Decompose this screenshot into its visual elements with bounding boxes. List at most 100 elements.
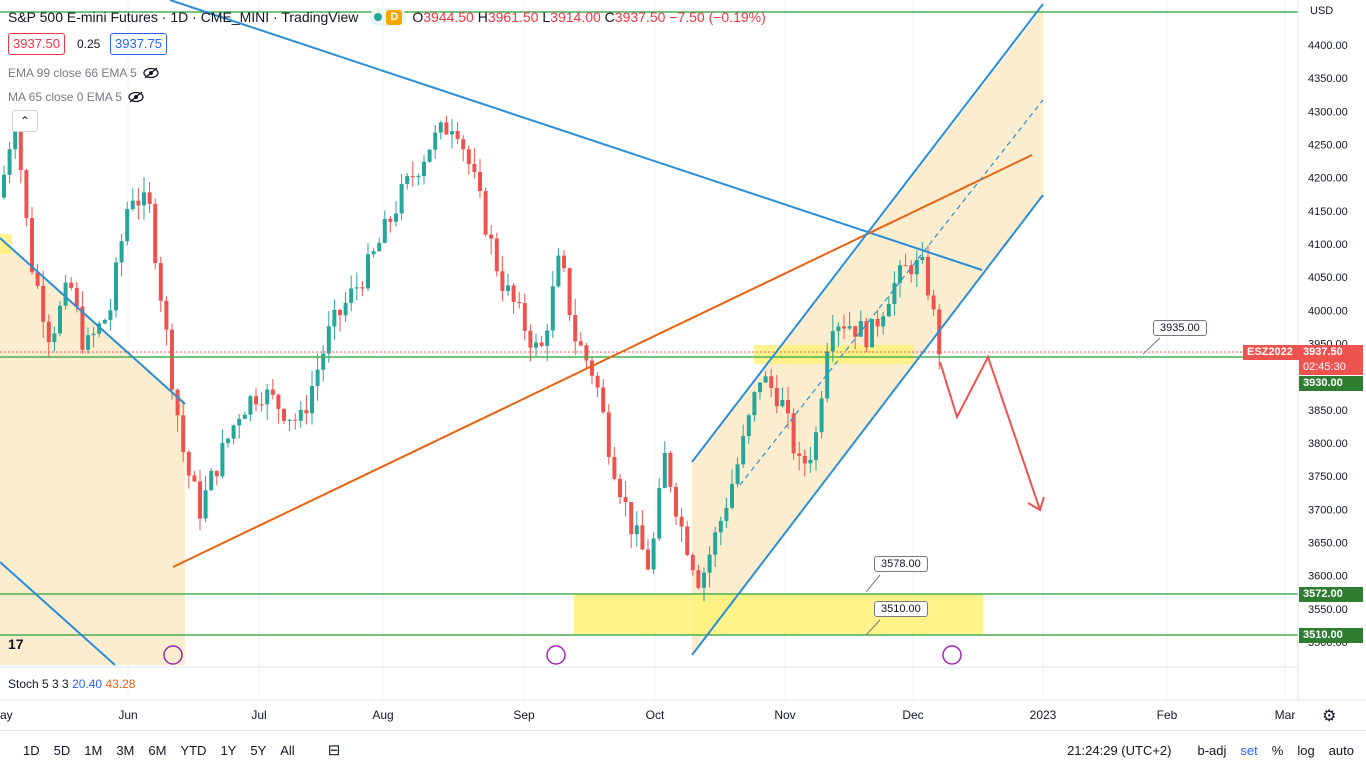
candle-body	[640, 525, 645, 550]
candle-body	[270, 389, 275, 395]
candle-body	[500, 271, 505, 291]
candle-body	[903, 265, 908, 267]
candle-body	[926, 256, 930, 296]
candle-body	[343, 302, 348, 316]
set-toggle[interactable]: set	[1240, 742, 1258, 758]
price-tick: 3750.00	[1308, 471, 1348, 483]
candle-body	[349, 288, 354, 303]
price-tick: 4150.00	[1308, 206, 1348, 218]
candle-body	[97, 323, 102, 334]
price-chart[interactable]: 4400.00 4350.00 4300.00 4250.00 4200.00 4150.…	[0, 0, 1366, 730]
callout-3578[interactable]: 3578.00	[874, 556, 928, 572]
range-1y[interactable]: 1Y	[220, 742, 237, 758]
candle-body	[209, 470, 214, 491]
candle-body	[539, 342, 544, 346]
market-status[interactable]: D	[370, 8, 407, 26]
range-1m[interactable]: 1M	[84, 742, 103, 758]
candle-body	[830, 331, 835, 352]
candle-body	[2, 174, 6, 198]
candle-body	[231, 425, 236, 439]
candle-body	[310, 385, 314, 414]
stoch-legend[interactable]: Stoch 5 3 3 20.40 43.28	[8, 677, 135, 691]
symbol-label: ESZ2022	[1243, 345, 1301, 360]
range-5y[interactable]: 5Y	[250, 742, 267, 758]
percent-toggle[interactable]: %	[1271, 742, 1284, 758]
left-low-line	[0, 561, 116, 666]
range-all[interactable]: All	[280, 742, 295, 758]
candle-body	[377, 242, 382, 252]
candle-body	[858, 320, 863, 337]
candle-body	[293, 419, 298, 421]
candle-body	[338, 309, 342, 316]
candle-body	[438, 122, 443, 133]
auto-toggle[interactable]: auto	[1328, 742, 1354, 758]
range-5d[interactable]: 5D	[53, 742, 71, 758]
candle-body	[433, 132, 438, 150]
stoch-label: Stoch 5 3 3	[8, 677, 69, 691]
candle-body	[170, 329, 174, 390]
candle-body	[746, 415, 751, 437]
candle-body	[147, 192, 152, 204]
candle-body	[780, 399, 785, 407]
clock-display[interactable]: 21:24:29 (UTC+2)	[1067, 742, 1172, 758]
candle-body	[371, 251, 376, 255]
candle-body	[360, 287, 365, 289]
ohlc-key: H	[477, 9, 488, 25]
candle-body	[41, 285, 46, 322]
range-3m[interactable]: 3M	[116, 742, 135, 758]
range-6m[interactable]: 6M	[148, 742, 167, 758]
collapse-legend-button[interactable]: ⌃	[12, 110, 38, 132]
sell-button[interactable]: 3937.50	[8, 33, 65, 55]
indicator-ema[interactable]: EMA 99 close 66 EMA 5	[8, 66, 159, 80]
event-icons[interactable]	[163, 645, 962, 665]
time-tick: Feb	[1157, 708, 1178, 722]
candle-body	[410, 176, 415, 178]
candle-body	[326, 326, 331, 354]
candle-body	[80, 306, 85, 350]
candle-body	[321, 353, 326, 370]
time-tick: Aug	[372, 708, 393, 722]
indicator-ma[interactable]: MA 65 close 0 EMA 5	[8, 90, 144, 104]
indicator-ma-label: MA 65 close 0 EMA 5	[8, 90, 123, 104]
candle-body	[461, 139, 466, 150]
ohlc-value: 3961.50	[487, 9, 543, 25]
hidden-eye-icon[interactable]	[143, 67, 159, 79]
symbol-title[interactable]: S&P 500 E-mini Futures · 1D · CME_MINI ·…	[8, 9, 359, 25]
candle-body	[847, 326, 852, 329]
candle-body	[819, 398, 824, 433]
callout-3510[interactable]: 3510.00	[874, 601, 928, 617]
candle-body	[242, 414, 247, 419]
downtrend-line	[169, 0, 983, 271]
candle-body	[909, 265, 914, 275]
candle-body	[259, 404, 264, 406]
buy-button[interactable]: 3937.75	[110, 33, 167, 55]
candle-body	[741, 436, 746, 465]
calendar-range-icon[interactable]: ⊟	[327, 742, 341, 759]
range-1d[interactable]: 1D	[23, 742, 40, 758]
log-toggle[interactable]: log	[1297, 742, 1315, 758]
currency-label[interactable]: USD	[1310, 5, 1334, 17]
candle-body	[629, 502, 634, 535]
time-axis[interactable]: ay Jun Jul Aug Sep Oct Nov Dec 2023 Feb Mar	[0, 708, 1295, 722]
candle-body	[254, 396, 258, 405]
candle-body	[181, 415, 186, 453]
left-shade	[0, 240, 185, 665]
candle-body	[797, 453, 802, 456]
callout-3935[interactable]: 3935.00	[1153, 320, 1207, 336]
hidden-eye-icon[interactable]	[128, 91, 144, 103]
tradingview-logo-icon: 17	[8, 636, 24, 652]
candle-body	[226, 438, 230, 444]
candle-body	[153, 203, 158, 264]
candle-body	[601, 387, 606, 413]
candle-body	[646, 549, 650, 570]
candle-body	[63, 282, 68, 306]
range-ytd[interactable]: YTD	[180, 742, 207, 758]
badj-toggle[interactable]: b-adj	[1197, 742, 1227, 758]
chevron-up-icon: ⌃	[19, 114, 31, 128]
time-tick: 2023	[1030, 708, 1057, 722]
candle-body	[483, 191, 488, 235]
price-tick: 4250.00	[1308, 140, 1348, 152]
candle-body	[825, 351, 830, 399]
gear-icon[interactable]: ⚙	[1322, 708, 1337, 725]
candle-body	[287, 419, 292, 421]
